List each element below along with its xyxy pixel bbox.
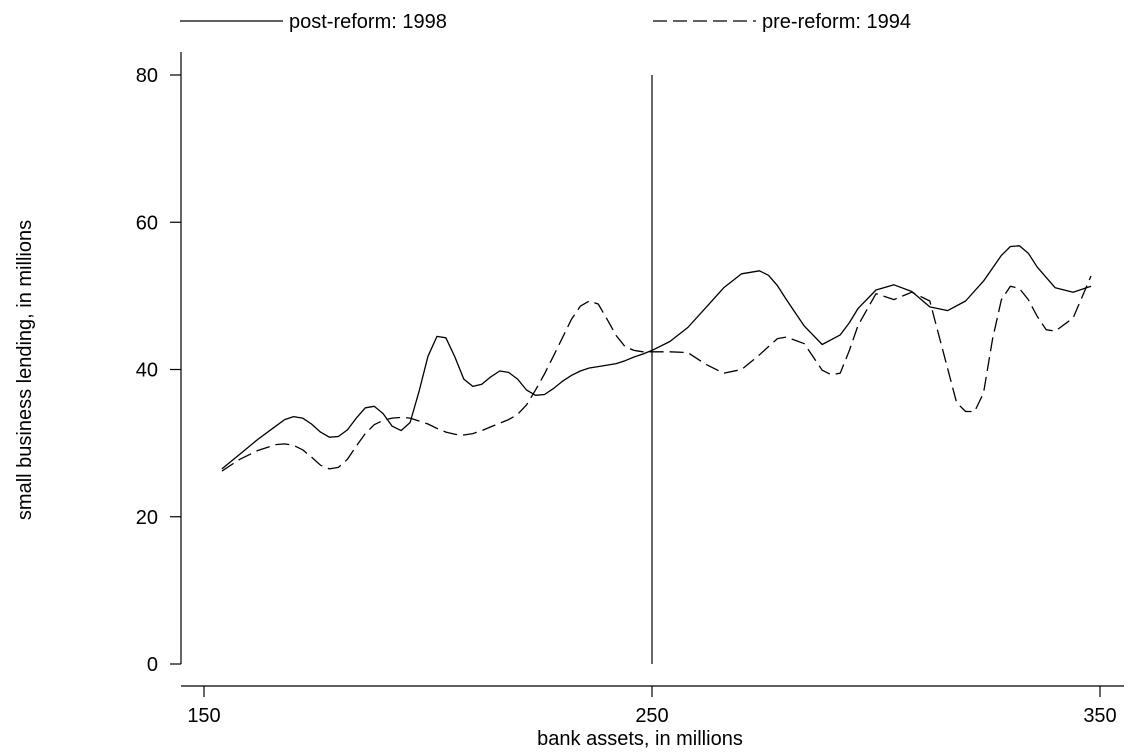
x-axis-label: bank assets, in millions	[537, 728, 743, 750]
y-tick-label: 40	[136, 360, 158, 382]
y-tick-label: 80	[136, 65, 158, 87]
y-tick-label: 20	[136, 507, 158, 529]
x-tick-label: 150	[187, 705, 220, 727]
legend: post-reform: 1998 pre-reform: 1994	[180, 11, 911, 33]
y-tick-label: 60	[136, 212, 158, 234]
y-axis-label: small business lending, in millions	[14, 220, 36, 520]
x-tick-label: 250	[635, 705, 668, 727]
axes: 0 20 40 60 80 150 250 350	[136, 52, 1124, 727]
y-tick-label: 0	[147, 654, 158, 676]
series-layer	[221, 245, 1092, 472]
x-tick-label: 350	[1083, 705, 1116, 727]
legend-label: post-reform: 1998	[289, 11, 447, 33]
series-line-post-reform-1998	[221, 245, 1092, 470]
series-line-pre-reform-1994	[221, 275, 1092, 472]
legend-label: pre-reform: 1994	[762, 11, 911, 33]
